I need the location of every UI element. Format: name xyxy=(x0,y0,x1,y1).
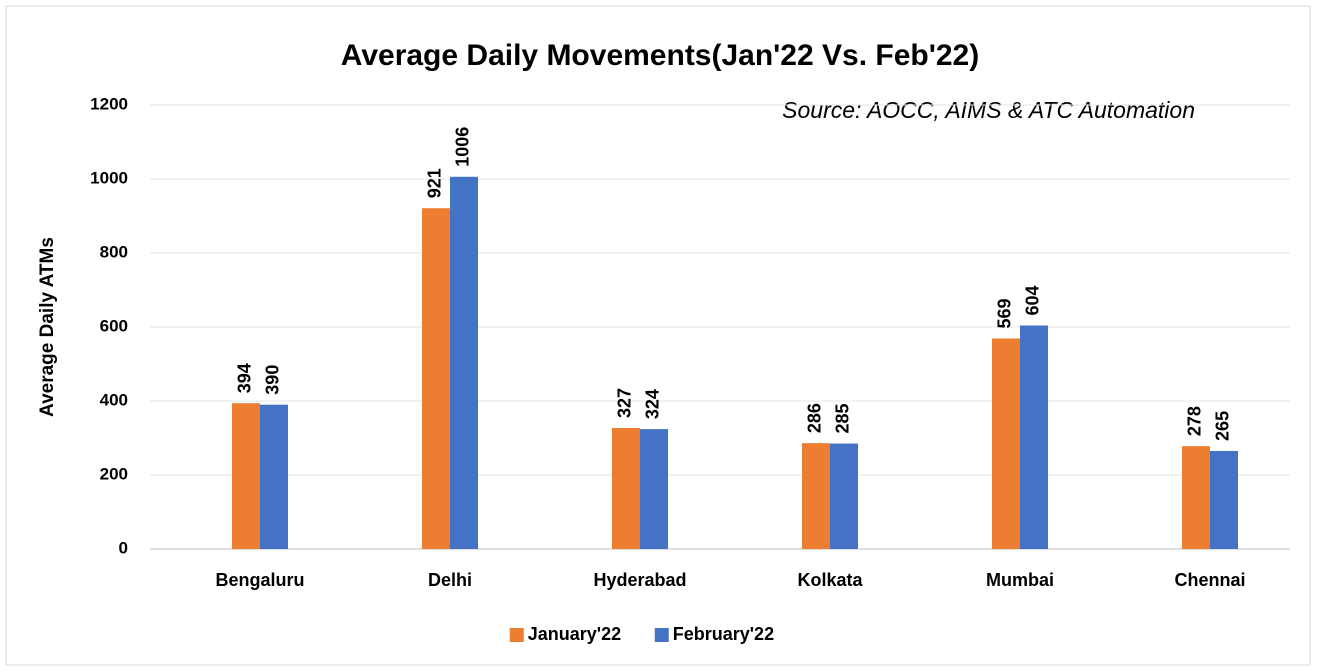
y-tick-label: 0 xyxy=(119,538,128,557)
data-label: 278 xyxy=(1185,406,1205,436)
x-tick-label: Chennai xyxy=(1174,570,1245,590)
bar xyxy=(422,208,450,550)
x-tick-label: Kolkata xyxy=(797,570,863,590)
y-tick-label: 1000 xyxy=(90,168,128,187)
legend-label: February'22 xyxy=(673,624,774,644)
data-label: 285 xyxy=(833,404,853,434)
bar xyxy=(802,443,830,549)
legend-swatch xyxy=(509,628,524,642)
bar xyxy=(1020,325,1048,549)
legend-swatch xyxy=(654,628,669,642)
x-tick-label: Delhi xyxy=(428,570,472,590)
data-label: 265 xyxy=(1213,411,1233,441)
bar xyxy=(640,429,668,549)
x-tick-label: Mumbai xyxy=(986,570,1054,590)
chart-border xyxy=(5,5,1311,666)
y-tick-label: 400 xyxy=(100,390,128,409)
data-label: 604 xyxy=(1023,285,1043,315)
y-tick-label: 1200 xyxy=(90,94,128,113)
data-label: 394 xyxy=(235,363,255,393)
bar xyxy=(612,428,640,549)
data-label: 324 xyxy=(643,389,663,419)
data-label: 286 xyxy=(805,403,825,433)
x-tick-label: Hyderabad xyxy=(593,570,686,590)
data-label: 921 xyxy=(425,168,445,198)
x-tick-label: Bengaluru xyxy=(215,570,304,590)
data-label: 569 xyxy=(995,298,1015,328)
y-tick-label: 200 xyxy=(100,464,128,483)
bar xyxy=(830,443,858,549)
y-tick-label: 600 xyxy=(100,316,128,335)
data-label: 390 xyxy=(263,365,283,395)
bar xyxy=(260,404,288,549)
data-label: 1006 xyxy=(453,127,473,167)
legend-label: January'22 xyxy=(528,624,621,644)
bar xyxy=(1182,446,1210,549)
bar xyxy=(1210,450,1238,549)
data-label: 327 xyxy=(615,388,635,418)
annotation: Source: AOCC, AIMS & ATC Automation xyxy=(782,97,1195,123)
y-tick-label: 800 xyxy=(100,242,128,261)
bar xyxy=(450,176,478,549)
bar xyxy=(232,403,260,549)
chart-title: Average Daily Movements(Jan'22 Vs. Feb'2… xyxy=(341,39,979,72)
y-axis-label: Average Daily ATMs xyxy=(37,237,58,417)
bar xyxy=(992,338,1020,549)
